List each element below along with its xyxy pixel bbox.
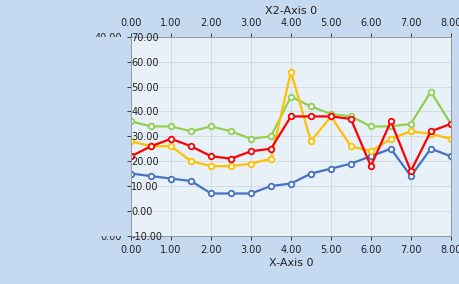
X-axis label: X2-Axis 0: X2-Axis 0 [264,6,316,16]
X-axis label: X-Axis 0: X-Axis 0 [268,258,313,268]
Y-axis label: Y-Axis 0: Y-Axis 0 [81,115,91,158]
